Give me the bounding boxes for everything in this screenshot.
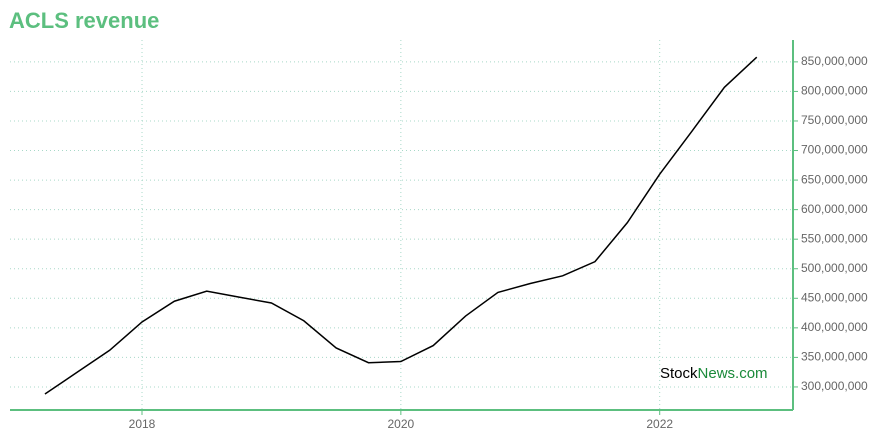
y-tick-label: 600,000,000 [801, 202, 868, 216]
watermark: StockNews.com [660, 365, 768, 382]
watermark-part: News.com [698, 365, 768, 382]
y-tick-label: 750,000,000 [801, 113, 868, 127]
y-tick-label: 700,000,000 [801, 143, 868, 157]
watermark-part: Stock [660, 365, 698, 382]
x-tick-label: 2020 [388, 417, 415, 431]
y-tick-label: 850,000,000 [801, 54, 868, 68]
x-tick-label: 2018 [129, 417, 156, 431]
y-tick-label: 650,000,000 [801, 172, 868, 186]
y-tick-label: 350,000,000 [801, 350, 868, 364]
y-tick-label: 800,000,000 [801, 84, 868, 98]
x-tick-label: 2022 [646, 417, 673, 431]
y-tick-label: 550,000,000 [801, 231, 868, 245]
line [44, 56, 758, 395]
y-tick-label: 500,000,000 [801, 261, 868, 275]
y-tick-label: 400,000,000 [801, 320, 868, 334]
y-tick-label: 300,000,000 [801, 379, 868, 393]
chart-title: ACLS revenue [9, 8, 159, 33]
y-tick-label: 450,000,000 [801, 290, 868, 304]
